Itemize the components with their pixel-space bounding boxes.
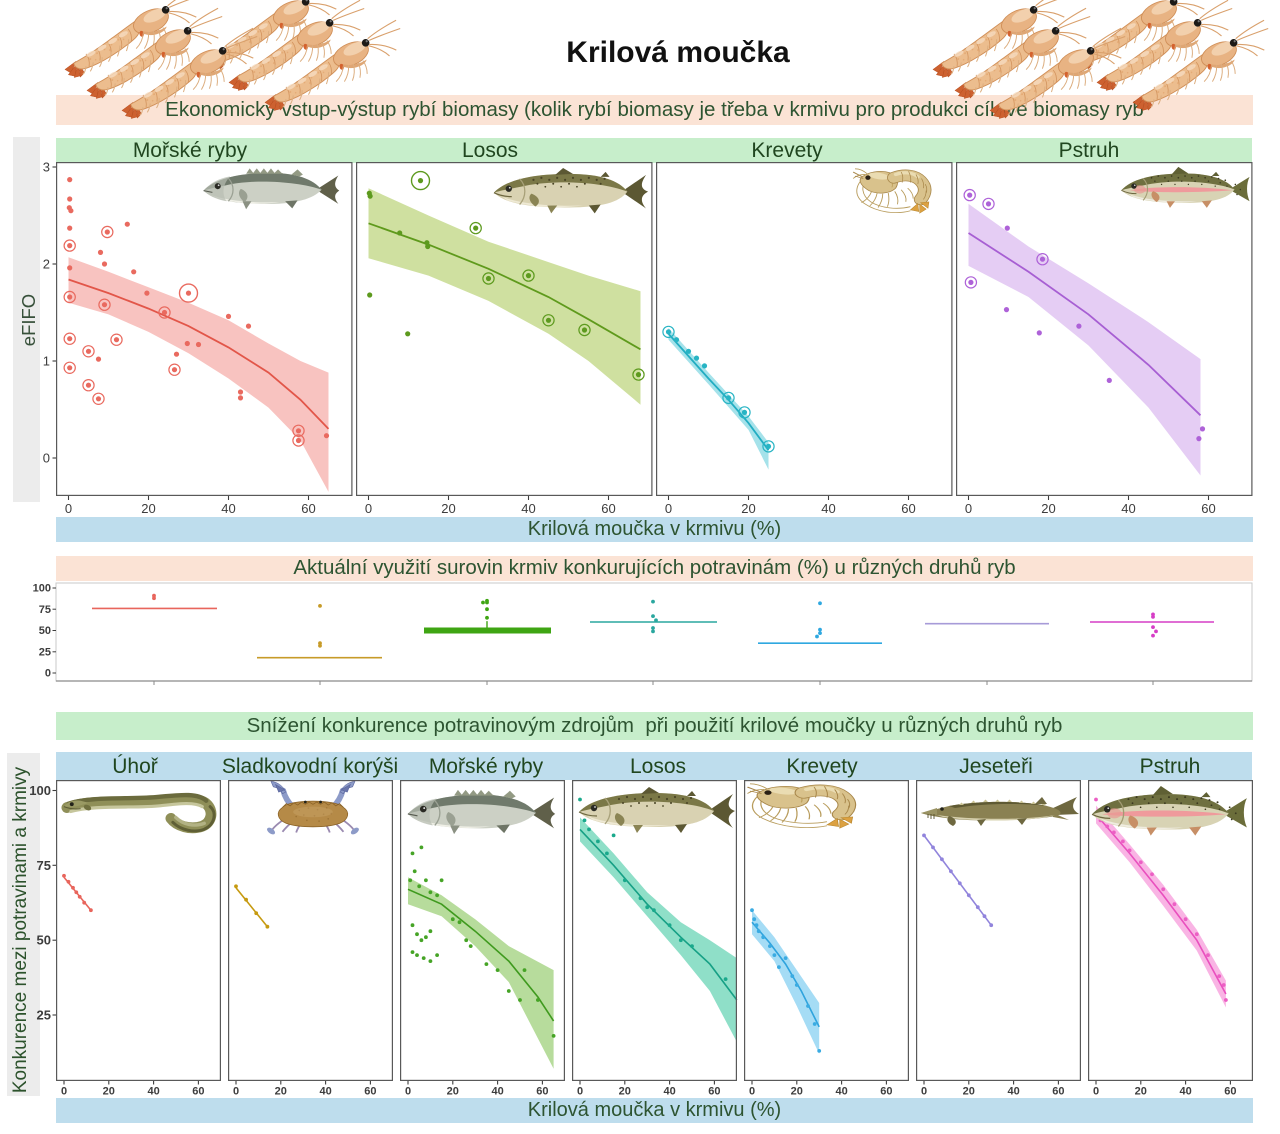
svg-text:50: 50	[37, 933, 51, 948]
svg-text:20: 20	[1135, 1086, 1147, 1096]
svg-text:0: 0	[61, 1086, 67, 1096]
svg-text:20: 20	[275, 1086, 287, 1096]
svg-text:0: 0	[921, 1086, 927, 1096]
svg-text:0: 0	[364, 501, 371, 516]
svg-text:75: 75	[39, 604, 51, 616]
svg-text:40: 40	[521, 501, 535, 516]
svg-text:3: 3	[43, 162, 50, 175]
svg-text:60: 60	[901, 501, 915, 516]
svg-text:40: 40	[821, 501, 835, 516]
svg-text:75: 75	[37, 858, 51, 873]
svg-text:0: 0	[577, 1086, 583, 1096]
svg-text:40: 40	[221, 501, 235, 516]
svg-text:0: 0	[45, 668, 51, 680]
svg-text:20: 20	[447, 1086, 459, 1096]
svg-text:20: 20	[141, 501, 155, 516]
svg-text:0: 0	[664, 501, 671, 516]
svg-text:60: 60	[301, 501, 315, 516]
svg-text:100: 100	[29, 783, 51, 798]
svg-text:60: 60	[1201, 501, 1215, 516]
svg-text:40: 40	[319, 1086, 331, 1096]
svg-text:20: 20	[1041, 501, 1055, 516]
svg-text:60: 60	[708, 1086, 720, 1096]
svg-text:20: 20	[741, 501, 755, 516]
svg-text:25: 25	[37, 1008, 51, 1023]
svg-text:60: 60	[601, 501, 615, 516]
svg-text:0: 0	[749, 1086, 755, 1096]
svg-text:20: 20	[791, 1086, 803, 1096]
svg-text:40: 40	[1121, 501, 1135, 516]
svg-text:0: 0	[405, 1086, 411, 1096]
svg-text:40: 40	[491, 1086, 503, 1096]
svg-text:20: 20	[103, 1086, 115, 1096]
svg-text:40: 40	[835, 1086, 847, 1096]
svg-text:1: 1	[43, 354, 50, 369]
svg-text:40: 40	[1007, 1086, 1019, 1096]
svg-text:0: 0	[43, 451, 50, 466]
svg-text:50: 50	[39, 625, 51, 637]
svg-text:0: 0	[964, 501, 971, 516]
svg-text:40: 40	[147, 1086, 159, 1096]
svg-text:20: 20	[441, 501, 455, 516]
svg-text:0: 0	[65, 501, 72, 516]
svg-text:25: 25	[39, 646, 51, 658]
svg-text:0: 0	[233, 1086, 239, 1096]
svg-text:20: 20	[619, 1086, 631, 1096]
svg-text:2: 2	[43, 257, 50, 272]
svg-text:40: 40	[663, 1086, 675, 1096]
svg-text:0: 0	[1093, 1086, 1099, 1096]
svg-text:20: 20	[963, 1086, 975, 1096]
svg-text:100: 100	[33, 583, 51, 595]
svg-text:60: 60	[1224, 1086, 1236, 1096]
svg-text:40: 40	[1179, 1086, 1191, 1096]
svg-text:60: 60	[1052, 1086, 1064, 1096]
svg-text:60: 60	[192, 1086, 204, 1096]
svg-text:60: 60	[364, 1086, 376, 1096]
svg-text:60: 60	[536, 1086, 548, 1096]
svg-text:60: 60	[880, 1086, 892, 1096]
